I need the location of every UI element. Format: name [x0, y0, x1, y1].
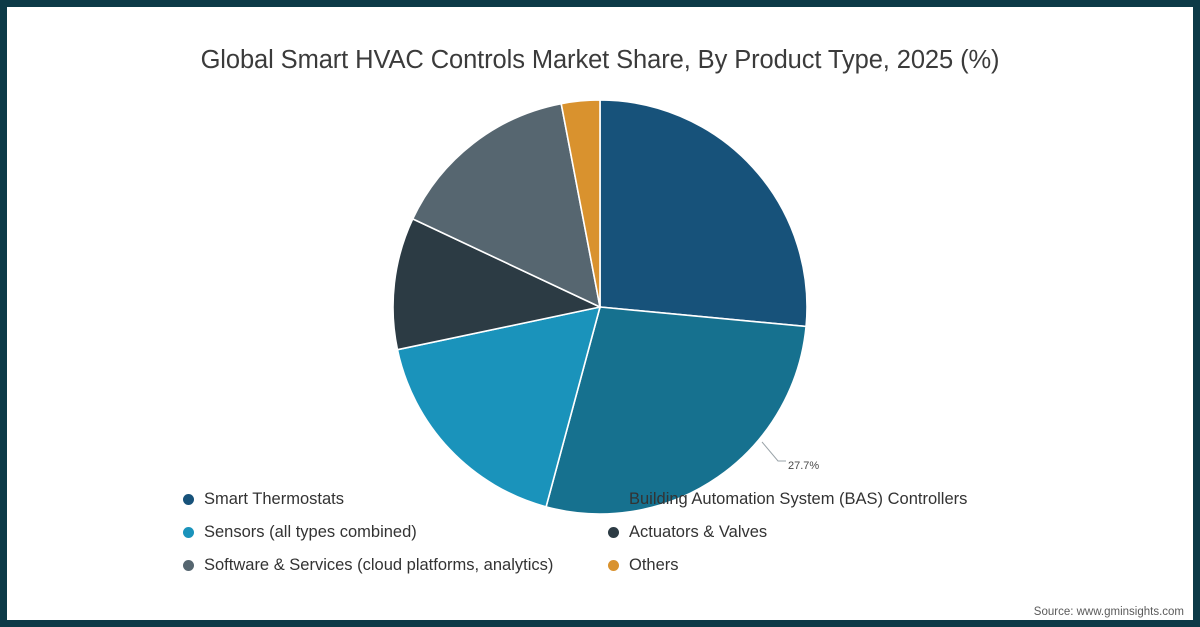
legend-item-others[interactable]: Others [608, 556, 1048, 575]
pie-slice[interactable] [599, 99, 808, 328]
legend-row: Software & Services (cloud platforms, an… [183, 549, 1073, 582]
legend-label: Others [629, 556, 679, 574]
legend-dot-icon [183, 494, 194, 505]
legend-item-smart-thermostats[interactable]: Smart Thermostats [183, 490, 608, 509]
legend-dot-icon [608, 560, 619, 571]
legend-label: Software & Services (cloud platforms, an… [204, 556, 554, 574]
legend-label: Sensors (all types combined) [204, 523, 417, 541]
legend-dot-icon [183, 560, 194, 571]
legend-row: Sensors (all types combined) Actuators &… [183, 516, 1073, 549]
legend-dot-icon [183, 527, 194, 538]
legend-item-bas-controllers[interactable]: Building Automation System (BAS) Control… [608, 490, 1048, 509]
pie-slice-group [392, 99, 808, 515]
chart-title: Global Smart HVAC Controls Market Share,… [200, 46, 1000, 74]
chart-legend: Smart Thermostats Building Automation Sy… [183, 483, 1073, 582]
pie-slice[interactable] [392, 217, 603, 351]
data-label-leader-line [761, 441, 786, 462]
legend-label: Smart Thermostats [204, 490, 344, 508]
legend-label: Building Automation System (BAS) Control… [629, 490, 968, 508]
legend-label: Actuators & Valves [629, 523, 768, 541]
pie-slice[interactable] [545, 306, 807, 515]
legend-dot-icon [608, 527, 619, 538]
legend-item-actuators-valves[interactable]: Actuators & Valves [608, 523, 1048, 542]
pie-slice[interactable] [411, 102, 602, 309]
legend-row: Smart Thermostats Building Automation Sy… [183, 483, 1073, 516]
legend-item-sensors[interactable]: Sensors (all types combined) [183, 523, 608, 542]
data-label-bas: 27.7% [788, 460, 820, 472]
pie-slice[interactable] [396, 305, 602, 508]
legend-item-software-services[interactable]: Software & Services (cloud platforms, an… [183, 556, 608, 575]
source-note: Source: www.gminsights.com [1033, 606, 1184, 618]
pie-slice[interactable] [560, 99, 601, 308]
